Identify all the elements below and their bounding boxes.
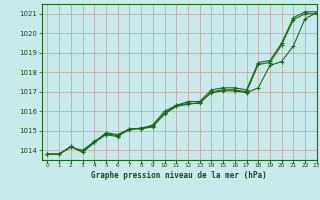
X-axis label: Graphe pression niveau de la mer (hPa): Graphe pression niveau de la mer (hPa) [91, 171, 267, 180]
